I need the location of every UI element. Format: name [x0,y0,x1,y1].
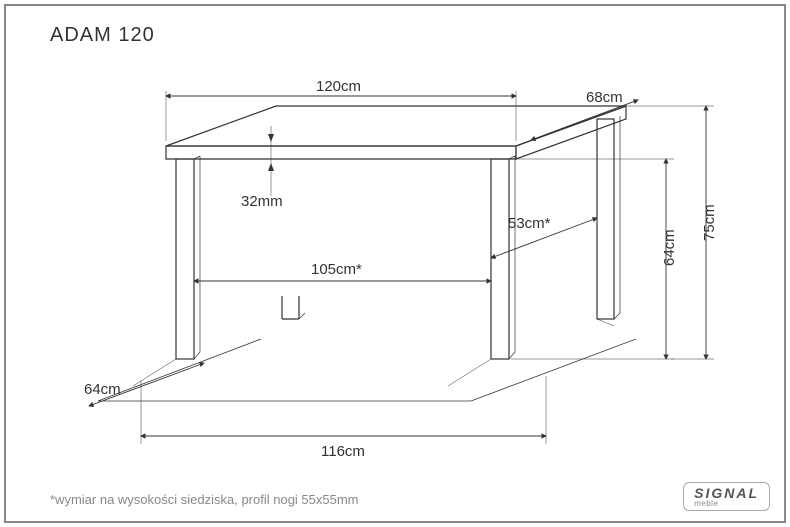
svg-text:53cm*: 53cm* [508,215,551,232]
svg-text:105cm*: 105cm* [311,261,362,278]
svg-text:75cm: 75cm [701,204,718,241]
footnote: *wymiar na wysokości siedziska, profil n… [50,492,359,507]
brand-sub: meble [694,500,759,508]
svg-text:64cm: 64cm [661,229,678,266]
svg-text:32mm: 32mm [241,193,283,210]
svg-text:116cm: 116cm [321,443,365,460]
table-diagram: 120cm 68cm 32mm 53cm* 105cm* 116cm [46,66,746,476]
brand-name: SIGNAL [694,486,759,500]
svg-text:64cm: 64cm [84,381,121,398]
brand-badge: SIGNAL meble [683,482,770,511]
page-title: ADAM 120 [50,24,155,47]
svg-text:68cm: 68cm [586,89,623,106]
svg-text:120cm: 120cm [316,78,361,95]
